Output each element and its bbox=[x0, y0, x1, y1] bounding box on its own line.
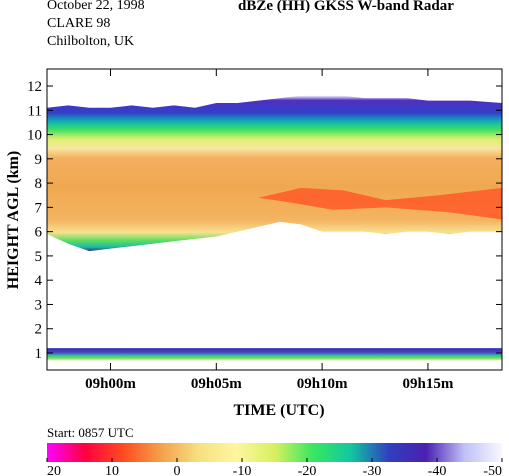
y-tick-label: 7 bbox=[35, 200, 43, 216]
y-tick-label: 12 bbox=[27, 79, 42, 95]
y-tick-label: 5 bbox=[35, 249, 43, 265]
chart-title: dBZe (HH) GKSS W-band Radar bbox=[238, 0, 454, 14]
y-tick-label: 10 bbox=[27, 128, 42, 144]
colorbar-tick-label: 10 bbox=[105, 464, 119, 476]
colorbar-tick-label: 20 bbox=[47, 464, 61, 476]
x-tick-label: 09h10m bbox=[297, 376, 348, 392]
colorbar-tick-label: -30 bbox=[363, 464, 382, 476]
plot-frame bbox=[46, 68, 503, 371]
x-axis-label: TIME (UTC) bbox=[233, 402, 324, 419]
x-tick-label: 09h15m bbox=[403, 376, 454, 392]
upper-cloud-layer bbox=[47, 95, 502, 252]
y-tick-label: 6 bbox=[35, 225, 43, 241]
y-tick-label: 3 bbox=[35, 297, 43, 313]
colorbar-tick-label: 0 bbox=[174, 464, 181, 476]
y-tick-label: 8 bbox=[35, 176, 43, 192]
x-tick-label: 09h00m bbox=[85, 376, 136, 392]
y-tick-label: 9 bbox=[35, 152, 43, 168]
colorbar-tick-label: -10 bbox=[233, 464, 252, 476]
location-label: Chilbolton, UK bbox=[47, 34, 135, 49]
max-reflectivity-region bbox=[258, 187, 502, 220]
y-tick-label: 2 bbox=[35, 322, 43, 338]
colorbar-tick-label: -20 bbox=[298, 464, 317, 476]
y-axis-label: HEIGHT AGL (km) bbox=[5, 151, 22, 289]
y-tick-label: 4 bbox=[35, 273, 43, 289]
plot-area bbox=[47, 95, 502, 361]
colorbar: 20 10 0 -10 -20 -30 -40 -50 bbox=[46, 443, 503, 476]
y-tick-label: 1 bbox=[35, 346, 43, 362]
y-tick-label: 11 bbox=[28, 103, 42, 119]
x-tick-label: 09h05m bbox=[191, 376, 242, 392]
date-label: October 22, 1998 bbox=[47, 0, 145, 13]
start-time-label: Start: 0857 UTC bbox=[47, 425, 134, 440]
colorbar-bar bbox=[47, 443, 502, 462]
campaign-label: CLARE 98 bbox=[47, 16, 111, 31]
x-axis: 09h00m 09h05m 09h10m 09h15m bbox=[85, 69, 454, 392]
colorbar-tick-label: -50 bbox=[483, 464, 502, 476]
colorbar-tick-label: -40 bbox=[428, 464, 447, 476]
lower-cloud-layer bbox=[47, 348, 502, 361]
